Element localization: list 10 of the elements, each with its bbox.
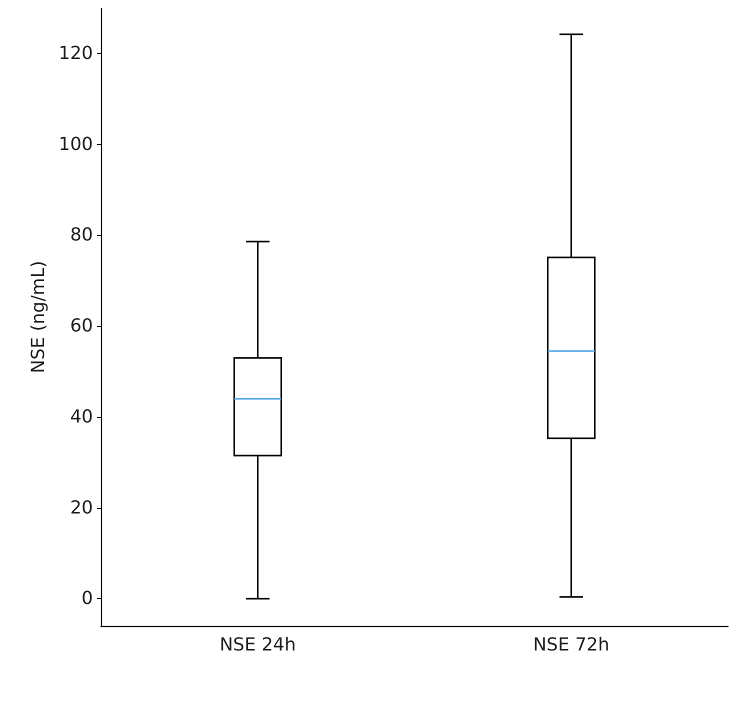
x-tick-label: NSE 24h	[220, 634, 296, 656]
y-tick-label: 120	[58, 42, 93, 64]
x-tick-label: NSE 72h	[533, 634, 610, 656]
y-tick-label: 60	[70, 316, 93, 337]
y-tick-label: 100	[58, 134, 93, 155]
y-tick-label: 80	[70, 224, 93, 246]
y-axis-title: NSE (ng/mL)	[28, 260, 50, 374]
y-tick-label: 20	[70, 497, 93, 518]
y-tick-label: 40	[70, 406, 93, 428]
y-tick-label: 0	[82, 588, 93, 610]
